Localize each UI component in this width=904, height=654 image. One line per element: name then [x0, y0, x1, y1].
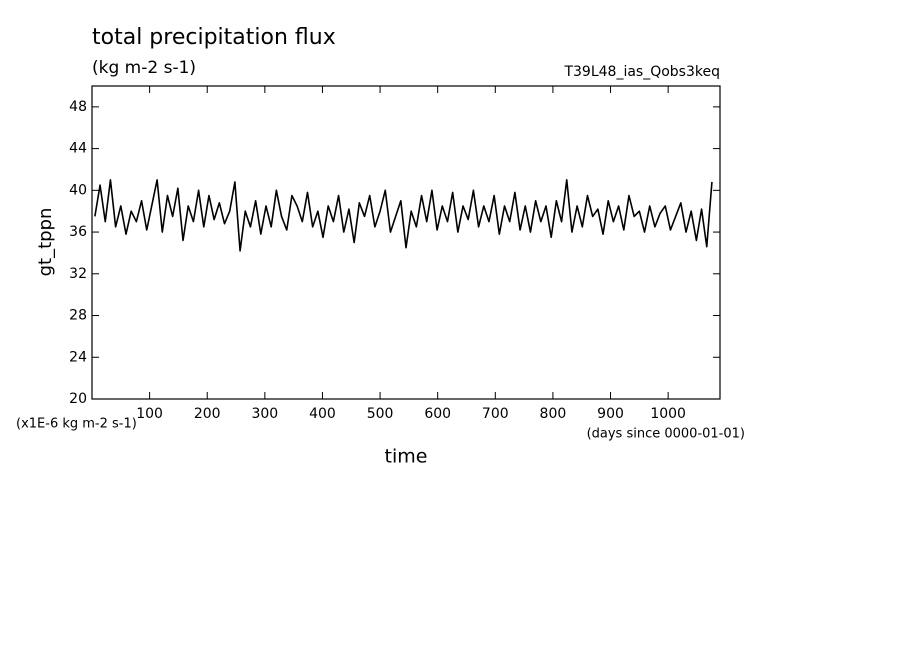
- y-tick-label: 36: [69, 224, 87, 240]
- x-tick-label: 700: [482, 406, 509, 422]
- chart-subtitle: (kg m-2 s-1): [92, 58, 196, 78]
- experiment-label: T39L48_ias_Qobs3keq: [563, 64, 720, 80]
- x-tick-label: 600: [424, 406, 451, 422]
- y-tick-label: 32: [69, 266, 87, 282]
- y-axis-label: gt_tppn: [35, 208, 56, 277]
- y-tick-label: 24: [69, 349, 87, 365]
- x-tick-label: 800: [540, 406, 567, 422]
- x-unit: (days since 0000-01-01): [587, 427, 745, 442]
- y-tick-label: 44: [69, 141, 87, 157]
- data-line: [94, 179, 713, 252]
- y-tick-label: 48: [69, 99, 87, 115]
- x-tick-label: 900: [597, 406, 624, 422]
- x-tick-label: 200: [194, 406, 221, 422]
- x-tick-label: 1000: [650, 406, 686, 422]
- x-axis-label: time: [385, 446, 428, 468]
- chart-title: total precipitation flux: [92, 25, 336, 50]
- x-tick-label: 500: [367, 406, 394, 422]
- y-tick-label: 28: [69, 308, 87, 324]
- x-tick-label: 300: [251, 406, 278, 422]
- plot-frame: [91, 85, 721, 400]
- y-unit: (x1E-6 kg m-2 s-1): [16, 417, 137, 432]
- x-tick-label: 400: [309, 406, 336, 422]
- y-tick-label: 20: [69, 391, 87, 407]
- x-tick-label: 100: [136, 406, 163, 422]
- y-tick-label: 40: [69, 182, 87, 198]
